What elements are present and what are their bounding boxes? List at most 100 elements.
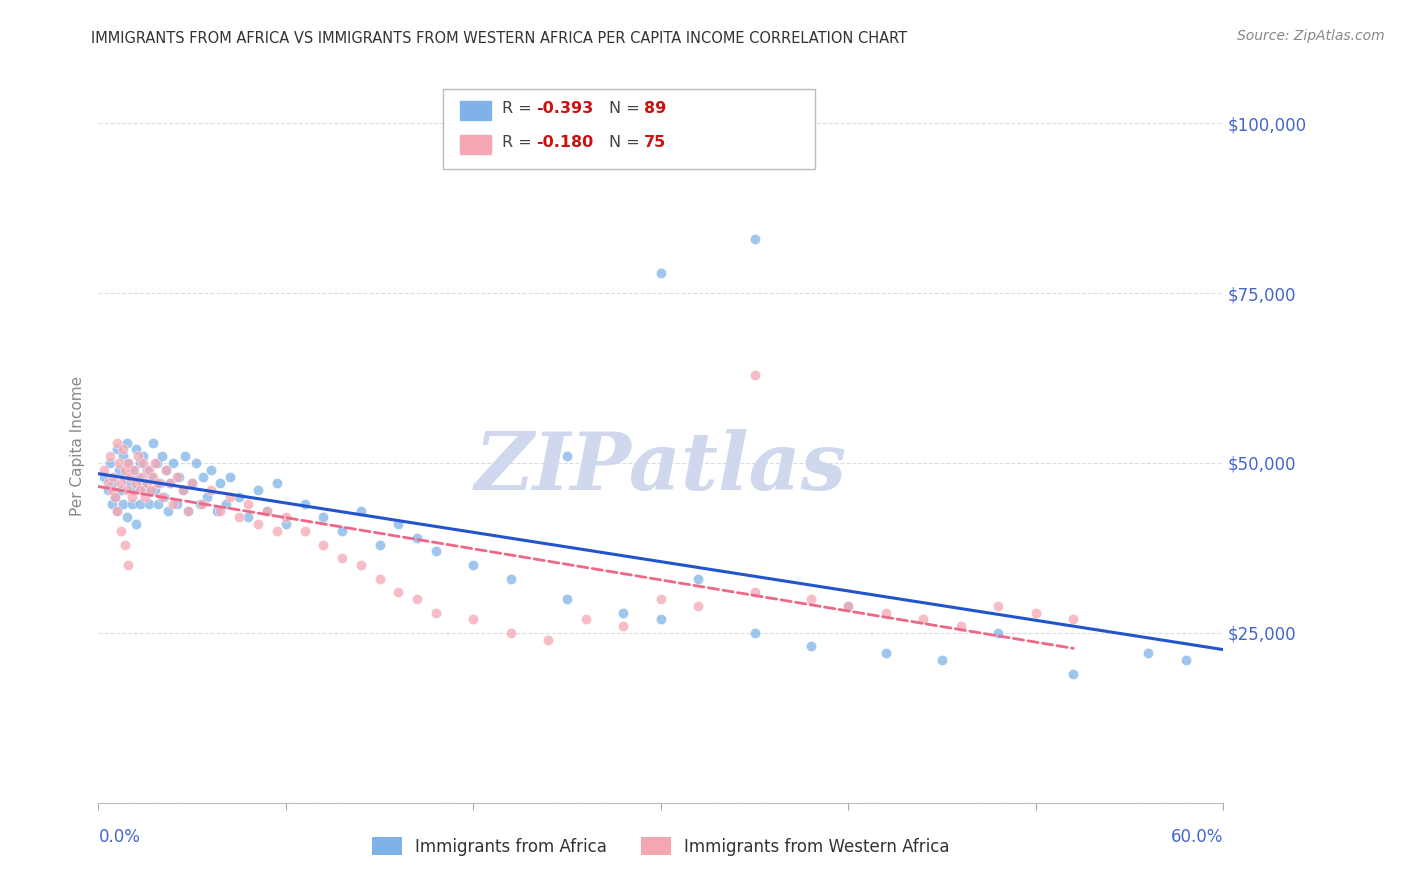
Point <box>425 544 447 558</box>
Point <box>138 463 160 477</box>
Y-axis label: Per Capita Income: Per Capita Income <box>69 376 84 516</box>
Point <box>155 463 177 477</box>
Point <box>162 497 184 511</box>
Point <box>149 476 172 491</box>
Point <box>105 503 128 517</box>
Point <box>800 591 823 606</box>
Point <box>105 435 128 450</box>
Point <box>120 476 142 491</box>
Point <box>837 599 859 613</box>
Point <box>555 591 578 606</box>
Point <box>555 449 578 463</box>
Point <box>875 606 897 620</box>
Point <box>294 497 316 511</box>
Point <box>612 619 634 633</box>
Point <box>159 476 181 491</box>
Point <box>184 456 207 470</box>
Point <box>246 483 269 498</box>
Point <box>205 503 228 517</box>
Point <box>128 456 150 470</box>
Text: R =: R = <box>502 136 537 150</box>
Point <box>499 572 522 586</box>
Point <box>330 551 353 566</box>
Point <box>120 469 142 483</box>
Point <box>125 442 148 457</box>
Point <box>650 612 672 626</box>
Point <box>142 469 165 483</box>
Point <box>387 585 409 599</box>
Point <box>153 490 176 504</box>
Point <box>93 469 115 483</box>
Point <box>181 476 204 491</box>
Point <box>274 517 297 532</box>
Point <box>650 266 672 280</box>
Point <box>110 476 132 491</box>
Point <box>949 619 972 633</box>
Point <box>100 497 122 511</box>
Point <box>368 572 391 586</box>
Point <box>1137 646 1160 660</box>
Point <box>172 483 194 498</box>
Point <box>1174 653 1197 667</box>
Point <box>200 483 222 498</box>
Point <box>266 524 288 538</box>
Point <box>128 497 150 511</box>
Point <box>688 572 710 586</box>
Point <box>139 469 162 483</box>
Point <box>121 497 143 511</box>
Point <box>162 456 184 470</box>
Point <box>114 537 136 551</box>
Point <box>228 510 250 524</box>
Point <box>131 476 153 491</box>
Point <box>274 510 297 524</box>
Point <box>368 537 391 551</box>
Point <box>110 483 132 498</box>
Point <box>172 483 194 498</box>
Point <box>145 456 167 470</box>
Point <box>238 497 260 511</box>
Legend: Immigrants from Africa, Immigrants from Western Africa: Immigrants from Africa, Immigrants from … <box>366 830 956 863</box>
Point <box>132 449 155 463</box>
Point <box>744 232 766 246</box>
Point <box>117 456 139 470</box>
Point <box>104 490 127 504</box>
Point <box>406 591 429 606</box>
Point <box>575 612 598 626</box>
Point <box>209 503 232 517</box>
Point <box>256 503 278 517</box>
Point <box>1062 666 1084 681</box>
Point <box>650 591 672 606</box>
Point <box>200 463 222 477</box>
Text: ZIPatlas: ZIPatlas <box>475 429 846 506</box>
Text: 89: 89 <box>644 102 666 116</box>
Point <box>612 606 634 620</box>
Point <box>312 537 335 551</box>
Point <box>463 612 485 626</box>
Point <box>266 476 288 491</box>
Point <box>167 469 190 483</box>
Point <box>114 469 136 483</box>
Point <box>132 456 155 470</box>
Point <box>93 463 115 477</box>
Point <box>142 435 165 450</box>
Point <box>190 497 212 511</box>
Point <box>1025 606 1047 620</box>
Point <box>256 503 278 517</box>
Text: N =: N = <box>609 102 645 116</box>
Point <box>159 476 181 491</box>
Point <box>138 497 160 511</box>
Point <box>156 503 179 517</box>
Point <box>463 558 485 572</box>
Point <box>143 456 166 470</box>
Point <box>312 510 335 524</box>
Text: IMMIGRANTS FROM AFRICA VS IMMIGRANTS FROM WESTERN AFRICA PER CAPITA INCOME CORRE: IMMIGRANTS FROM AFRICA VS IMMIGRANTS FRO… <box>91 31 907 46</box>
Point <box>98 456 121 470</box>
Point <box>218 490 240 504</box>
Point <box>104 490 127 504</box>
Point <box>136 476 159 491</box>
Point <box>744 368 766 382</box>
Point <box>148 476 170 491</box>
Point <box>931 653 953 667</box>
Point <box>499 626 522 640</box>
Point <box>166 469 188 483</box>
